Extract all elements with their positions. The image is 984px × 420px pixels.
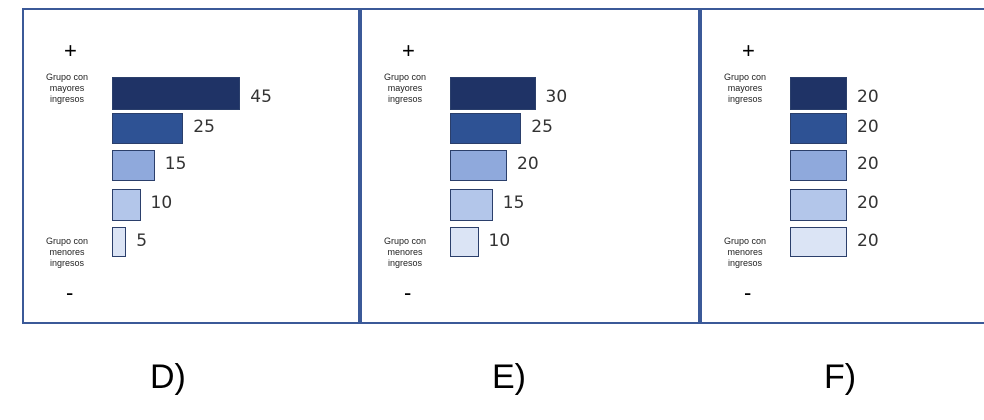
bar — [112, 113, 184, 144]
top-group-label: Grupo con mayores ingresos — [383, 72, 427, 104]
bar — [450, 113, 522, 144]
bottom-group-label: Grupo con menores ingresos — [45, 236, 89, 268]
plus-sign: + — [402, 38, 415, 63]
data-label: 5 — [136, 231, 148, 251]
minus-sign: - — [404, 280, 412, 305]
bar — [790, 150, 847, 181]
bar — [112, 77, 241, 110]
bar — [790, 77, 847, 110]
bar — [112, 227, 127, 257]
bar — [450, 227, 479, 257]
bar — [790, 189, 847, 221]
bar — [790, 113, 847, 144]
panel-label: D) — [150, 358, 186, 396]
plus-sign: + — [742, 38, 755, 63]
bar — [450, 189, 493, 221]
bar — [112, 150, 155, 181]
data-label: 20 — [517, 154, 539, 174]
data-label: 45 — [250, 87, 272, 107]
data-label: 25 — [531, 117, 553, 137]
bar — [450, 150, 507, 181]
data-label: 20 — [857, 231, 879, 251]
data-label: 15 — [502, 193, 525, 213]
data-label: 10 — [150, 193, 173, 213]
bar — [450, 77, 536, 110]
data-label: 25 — [193, 117, 215, 137]
data-label: 20 — [857, 87, 879, 107]
panel-label: E) — [492, 358, 526, 396]
data-label: 20 — [857, 154, 879, 174]
chart-panel — [22, 8, 360, 324]
panel-label: F) — [824, 358, 857, 396]
data-label: 20 — [857, 193, 879, 213]
chart-panel — [360, 8, 700, 324]
data-label: 20 — [857, 117, 879, 137]
bottom-group-label: Grupo con menores ingresos — [383, 236, 427, 268]
plus-sign: + — [64, 38, 77, 63]
top-group-label: Grupo con mayores ingresos — [45, 72, 89, 104]
data-label: 30 — [545, 87, 568, 107]
top-group-label: Grupo con mayores ingresos — [723, 72, 767, 104]
bottom-group-label: Grupo con menores ingresos — [723, 236, 767, 268]
minus-sign: - — [66, 280, 74, 305]
minus-sign: - — [744, 280, 752, 305]
data-label: 15 — [164, 154, 187, 174]
bar — [790, 227, 847, 257]
data-label: 10 — [488, 231, 511, 251]
bar — [112, 189, 141, 221]
